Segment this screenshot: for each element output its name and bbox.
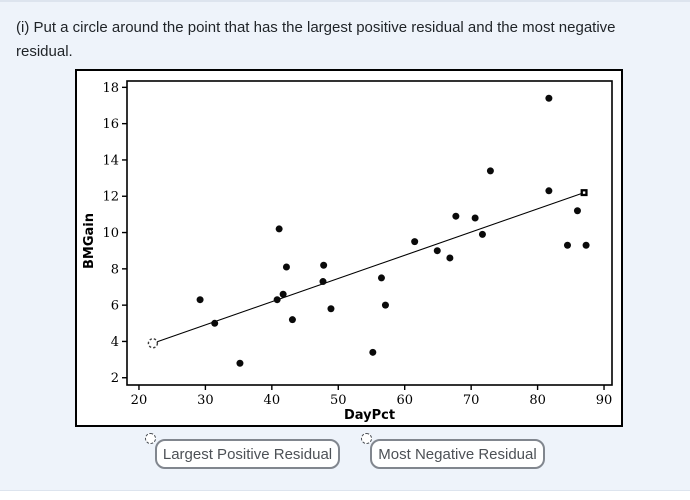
data-point[interactable]: [411, 238, 419, 246]
data-point[interactable]: [279, 290, 287, 298]
data-point[interactable]: [288, 316, 296, 324]
data-point[interactable]: [211, 319, 219, 327]
x-tick-label: 60: [396, 393, 413, 408]
x-tick-label: 80: [529, 393, 546, 408]
data-point[interactable]: [236, 359, 244, 367]
y-tick-label: 6: [111, 299, 119, 314]
data-point[interactable]: [196, 296, 204, 304]
fit-line-end-handle-center: [582, 191, 586, 194]
fit-line[interactable]: [152, 192, 585, 344]
drag-handle-largest-positive[interactable]: [145, 433, 156, 444]
y-tick-label: 2: [111, 371, 119, 386]
x-tick-label: 20: [131, 393, 148, 408]
data-point[interactable]: [545, 187, 553, 195]
x-tick-label: 30: [197, 393, 214, 408]
x-tick-label: 50: [330, 393, 347, 408]
data-point[interactable]: [452, 212, 460, 220]
drag-handle-most-negative[interactable]: [361, 433, 372, 444]
x-tick-label: 90: [596, 393, 613, 408]
y-tick-label: 8: [111, 262, 119, 277]
data-point[interactable]: [282, 263, 290, 271]
data-point[interactable]: [545, 94, 553, 102]
y-tick-label: 12: [102, 190, 119, 205]
scatterplot-panel: 20 30 40 50 60 70 80 90 2 4 6 8 10 12 14 16 18 DayPct BMGa…: [75, 69, 623, 427]
y-axis-label: BMGain: [82, 213, 97, 269]
y-tick-label: 18: [102, 81, 119, 96]
data-point[interactable]: [319, 278, 327, 286]
data-point[interactable]: [369, 348, 377, 356]
data-point[interactable]: [275, 225, 283, 233]
data-point[interactable]: [582, 241, 590, 249]
fit-line-start-handle[interactable]: [147, 338, 159, 349]
x-tick-label: 40: [264, 393, 281, 408]
x-tick-label: 70: [463, 393, 480, 408]
data-point[interactable]: [486, 167, 494, 175]
data-point[interactable]: [273, 296, 281, 304]
x-axis-label: DayPct: [344, 408, 395, 423]
data-point[interactable]: [478, 230, 486, 238]
data-point[interactable]: [320, 261, 328, 269]
y-tick-label: 14: [102, 153, 119, 168]
scatterplot[interactable]: 20 30 40 50 60 70 80 90 2 4 6 8 10 12 14 16 18 DayPct BMGa…: [77, 71, 621, 425]
chip-largest-positive-residual[interactable]: Largest Positive Residual: [155, 439, 340, 469]
question-text: (i) Put a circle around the point that h…: [16, 19, 616, 60]
chip-label: Most Negative Residual: [378, 445, 537, 463]
chip-label: Largest Positive Residual: [162, 445, 333, 463]
data-point[interactable]: [327, 305, 335, 313]
data-point[interactable]: [471, 214, 479, 222]
plot-frame: [126, 80, 613, 386]
data-point[interactable]: [563, 241, 571, 249]
data-point[interactable]: [573, 207, 581, 215]
data-point[interactable]: [446, 254, 454, 262]
chip-most-negative-residual[interactable]: Most Negative Residual: [370, 439, 545, 469]
data-point[interactable]: [377, 274, 385, 282]
data-point[interactable]: [433, 247, 441, 255]
data-point[interactable]: [381, 301, 389, 309]
y-tick-label: 4: [111, 335, 119, 350]
y-tick-label: 10: [102, 226, 119, 241]
y-tick-label: 16: [102, 117, 119, 132]
